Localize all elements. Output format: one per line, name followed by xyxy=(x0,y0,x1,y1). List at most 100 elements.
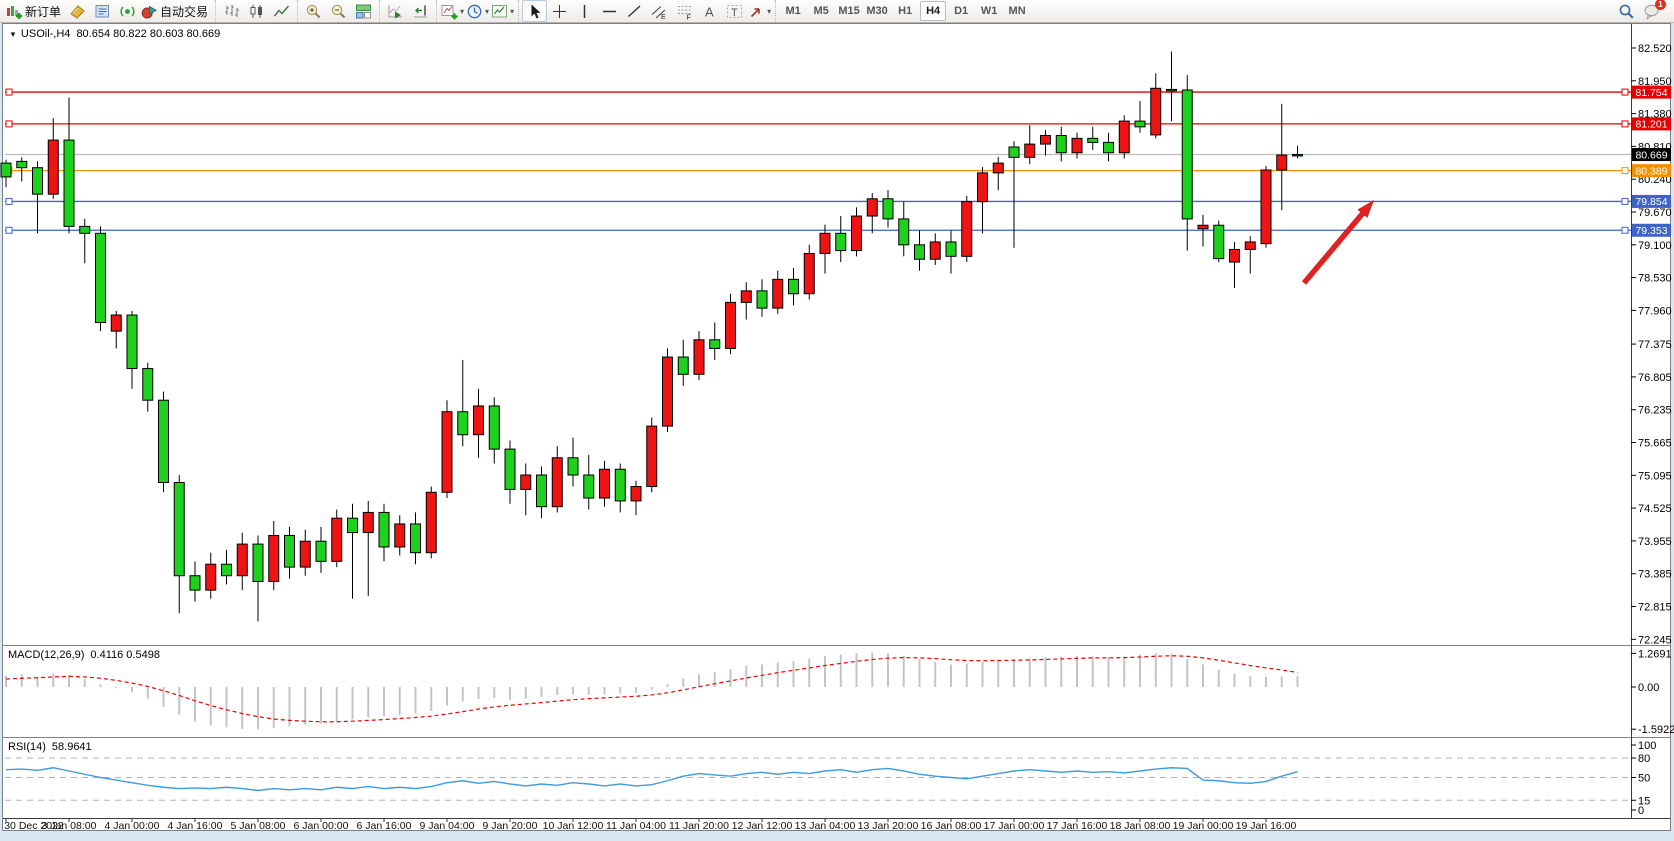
rsi-name: RSI(14) xyxy=(8,741,46,753)
vertical-line-button[interactable] xyxy=(572,0,597,22)
arrows-dropdown-caret[interactable]: ▾ xyxy=(767,6,772,16)
indicators-dropdown-caret[interactable]: ▾ xyxy=(460,6,465,16)
zoom-out-icon xyxy=(330,3,347,20)
signals-icon xyxy=(119,3,136,20)
new-order-icon xyxy=(6,3,23,20)
tf-h4-button[interactable]: H4 xyxy=(920,1,947,21)
tf-m30-label: M30 xyxy=(866,5,888,17)
zoom-in-icon xyxy=(305,3,322,20)
bar-chart-button[interactable] xyxy=(219,0,244,22)
text-label-button[interactable]: T xyxy=(722,0,747,22)
rsi-value: 58.9641 xyxy=(51,741,92,753)
tf-h4-label: H4 xyxy=(926,5,941,17)
text-icon: A xyxy=(701,3,718,20)
periods-button[interactable]: ▾ xyxy=(465,0,490,22)
new-order-button[interactable]: 新订单 xyxy=(5,0,65,22)
signals-button[interactable] xyxy=(115,0,140,22)
templates-icon xyxy=(491,3,508,20)
fibonacci-icon: F xyxy=(676,3,693,20)
periods-icon xyxy=(466,3,483,20)
indicators-button[interactable]: ▾ xyxy=(440,0,465,22)
svg-text:A: A xyxy=(705,4,714,19)
chart-shift-button[interactable] xyxy=(408,0,433,22)
tf-h1-button[interactable]: H1 xyxy=(892,1,918,21)
macd-indicator-label: MACD(12,26,9) 0.4116 0.5498 xyxy=(8,649,160,661)
line-chart-icon xyxy=(273,3,290,20)
arrows-button[interactable]: ▾ xyxy=(747,0,772,22)
symbol-name: USOil-,H4 xyxy=(20,28,71,40)
chart-symbol-label: ▼ USOil-,H4 80.654 80.822 80.603 80.669 xyxy=(9,28,220,40)
toolbar-group-trade: 新订单 自动交易 xyxy=(2,0,215,22)
notifications-icon xyxy=(1643,3,1660,20)
autotrading-icon xyxy=(141,3,158,20)
search-button[interactable] xyxy=(1614,0,1639,22)
toolbar-group-chart-type xyxy=(215,0,297,22)
text-button[interactable]: A xyxy=(697,0,722,22)
bar-chart-icon xyxy=(223,3,240,20)
notifications-button[interactable]: 1 xyxy=(1639,0,1666,22)
candlestick-chart-button[interactable] xyxy=(244,0,269,22)
arrows-icon xyxy=(748,3,765,20)
templates-button[interactable]: ▾ xyxy=(490,0,515,22)
tf-mn-button[interactable]: MN xyxy=(1004,1,1030,21)
trendline-icon xyxy=(626,3,643,20)
fibonacci-button[interactable]: F xyxy=(672,0,697,22)
tf-m1-button[interactable]: M1 xyxy=(780,1,806,21)
chart-tool-gold-button[interactable] xyxy=(65,0,90,22)
tile-windows-button[interactable] xyxy=(351,0,376,22)
new-order-label: 新订单 xyxy=(25,4,62,19)
candlestick-chart-icon xyxy=(248,3,265,20)
zoom-in-button[interactable] xyxy=(301,0,326,22)
trendline-button[interactable] xyxy=(622,0,647,22)
templates-dropdown-caret[interactable]: ▾ xyxy=(510,6,515,16)
zoom-out-button[interactable] xyxy=(326,0,351,22)
tf-d1-button[interactable]: D1 xyxy=(948,1,974,21)
equidistant-channel-button[interactable]: E xyxy=(647,0,672,22)
crosshair-icon xyxy=(551,3,568,20)
toolbar-group-timeframes: M1 M5 M15 M30 H1 H4 D1 W1 MN xyxy=(775,0,1034,22)
svg-text:E: E xyxy=(661,14,666,20)
line-chart-button[interactable] xyxy=(269,0,294,22)
tf-mn-label: MN xyxy=(1008,5,1026,17)
rsi-indicator-label: RSI(14) 58.9641 xyxy=(8,741,92,753)
symbol-ohlc-values: 80.654 80.822 80.603 80.669 xyxy=(76,28,221,40)
tf-m5-button[interactable]: M5 xyxy=(808,1,834,21)
cursor-icon xyxy=(526,3,543,20)
equidistant-channel-icon: E xyxy=(651,3,668,20)
toolbar-group-navigate xyxy=(379,0,436,22)
tf-m15-button[interactable]: M15 xyxy=(836,1,862,21)
tf-m15-label: M15 xyxy=(838,5,860,17)
chart-shift-icon xyxy=(412,3,429,20)
vertical-line-icon xyxy=(576,3,593,20)
cursor-button[interactable] xyxy=(522,0,548,22)
macd-name: MACD(12,26,9) xyxy=(8,649,85,661)
crosshair-button[interactable] xyxy=(547,0,572,22)
chevron-down-icon[interactable]: ▼ xyxy=(9,30,17,39)
notification-count-badge: 1 xyxy=(1655,0,1666,10)
tf-w1-button[interactable]: W1 xyxy=(976,1,1002,21)
autotrading-button[interactable]: 自动交易 xyxy=(140,0,212,22)
svg-text:T: T xyxy=(731,7,738,19)
horizontal-line-button[interactable] xyxy=(597,0,622,22)
chart-window xyxy=(2,23,1671,831)
autotrading-label: 自动交易 xyxy=(160,4,209,19)
toolbar-group-drawing: E F A T ▾ xyxy=(518,0,775,22)
toolbar-group-zoom xyxy=(297,0,379,22)
tf-m30-button[interactable]: M30 xyxy=(864,1,890,21)
auto-scroll-button[interactable] xyxy=(383,0,408,22)
chart-tool-gold-icon xyxy=(69,3,86,20)
search-icon xyxy=(1618,3,1635,20)
toolbar-group-insert: ▾ ▾ ▾ xyxy=(436,0,518,22)
horizontal-line-icon xyxy=(601,3,618,20)
tf-d1-label: D1 xyxy=(954,5,969,17)
tf-h1-label: H1 xyxy=(898,5,913,17)
indicators-icon xyxy=(441,3,458,20)
metaeditor-icon xyxy=(94,3,111,20)
svg-text:F: F xyxy=(687,14,691,20)
toolbar-right-group: 1 xyxy=(1614,0,1674,22)
metaeditor-button[interactable] xyxy=(90,0,115,22)
periods-dropdown-caret[interactable]: ▾ xyxy=(485,6,490,16)
auto-scroll-icon xyxy=(387,3,404,20)
tf-w1-label: W1 xyxy=(980,5,998,17)
